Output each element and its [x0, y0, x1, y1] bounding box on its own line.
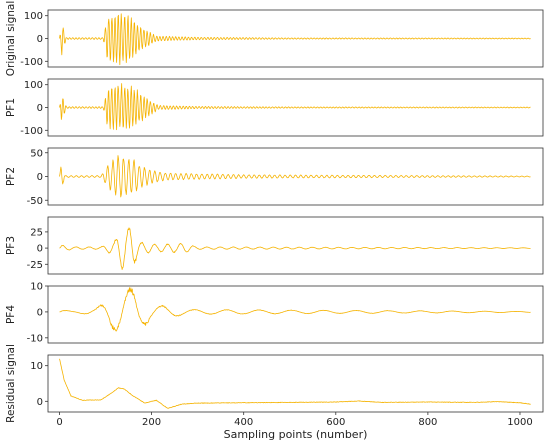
axes-frame: [47, 216, 544, 275]
y-tick-label: -25: [27, 260, 43, 271]
y-tick-label: 0: [37, 307, 43, 318]
x-tick-label: 0: [56, 417, 62, 428]
subplot-4: 25 0 -25 PF3: [5, 216, 544, 275]
axes-frame: [47, 354, 544, 413]
y-tick-label: 10: [30, 361, 43, 372]
x-axis-label: Sampling points (number): [224, 428, 368, 441]
signal-line: [59, 227, 531, 270]
y-tick-label: 50: [30, 148, 43, 159]
subplot-6: 10 0 Residual signal 0 200 400 600 800 1000 Sampl…: [5, 344, 544, 441]
y-tick-label: 100: [24, 11, 43, 22]
y-tick-label: 0: [37, 34, 43, 45]
signal-line: [59, 155, 531, 198]
x-tick-label: 1000: [507, 417, 532, 428]
x-tick-label: 600: [326, 417, 345, 428]
y-axis-label: PF1: [5, 98, 17, 117]
axes-frame: [47, 285, 544, 344]
signal-line: [59, 287, 531, 332]
y-tick-label: 100: [24, 80, 43, 91]
subplot-3: 50 0 -50 PF2: [5, 147, 544, 207]
y-tick-label: 0: [37, 244, 43, 255]
y-axis-label: PF3: [5, 236, 17, 255]
y-axis-label: Residual signal: [5, 344, 17, 423]
y-tick-label: 25: [30, 227, 43, 238]
y-axis-label: PF4: [5, 305, 17, 324]
y-axis-label: Original signal: [5, 1, 17, 76]
y-tick-label: -100: [20, 126, 43, 137]
signal-line: [59, 358, 531, 409]
y-tick-label: 10: [30, 282, 43, 293]
y-tick-label: 0: [37, 397, 43, 408]
y-tick-label: -50: [27, 196, 43, 207]
signal-line: [59, 13, 531, 66]
y-tick-label: 0: [37, 103, 43, 114]
y-axis-label: PF2: [5, 167, 17, 186]
x-tick-label: 400: [234, 417, 253, 428]
signal-line: [59, 83, 531, 131]
y-tick-label: -10: [27, 333, 43, 344]
y-tick-label: 0: [37, 172, 43, 183]
x-tick-label: 200: [142, 417, 161, 428]
y-tick-label: -100: [20, 57, 43, 68]
x-tick-label: 800: [418, 417, 437, 428]
subplot-5: 10 0 -10 PF4: [5, 282, 544, 344]
